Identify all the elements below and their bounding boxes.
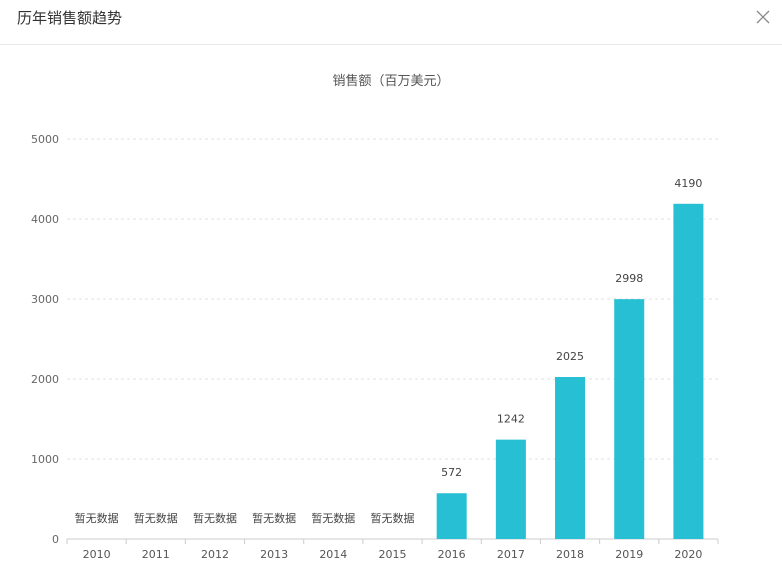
- no-data-label: 暂无数据: [193, 511, 237, 525]
- no-data-label: 暂无数据: [134, 511, 178, 525]
- close-button[interactable]: [752, 6, 774, 28]
- data-label: 4190: [674, 177, 702, 190]
- y-tick-label: 3000: [31, 293, 59, 306]
- bar[interactable]: [555, 377, 586, 539]
- data-label: 572: [441, 466, 462, 479]
- x-tick-label: 2017: [497, 548, 525, 561]
- data-label: 1242: [497, 413, 525, 426]
- x-tick-label: 2014: [319, 548, 347, 561]
- bar[interactable]: [614, 299, 645, 539]
- x-tick-label: 2016: [438, 548, 466, 561]
- no-data-label: 暂无数据: [311, 511, 355, 525]
- chart-area: 销售额（百万美元） 0 1000 2000 3000 4000 5000 2010 暂无数据 2…: [0, 45, 782, 577]
- x-tick-label: 2020: [674, 548, 702, 561]
- data-label: 2998: [615, 272, 643, 285]
- dialog-header: 历年销售额趋势: [0, 0, 782, 45]
- x-tick-label: 2012: [201, 548, 229, 561]
- sales-bar-chart: 销售额（百万美元） 0 1000 2000 3000 4000 5000 2010 暂无数据 2…: [31, 73, 719, 561]
- x-tick-label: 2018: [556, 548, 584, 561]
- dialog-title: 历年销售额趋势: [17, 9, 123, 27]
- no-data-label: 暂无数据: [75, 511, 119, 525]
- bar[interactable]: [495, 439, 526, 539]
- no-data-label: 暂无数据: [371, 511, 415, 525]
- x-tick-label: 2011: [142, 548, 170, 561]
- bar[interactable]: [436, 493, 467, 539]
- y-tick-label: 5000: [31, 133, 59, 146]
- x-tick-label: 2019: [615, 548, 643, 561]
- bar[interactable]: [673, 203, 704, 540]
- x-tick-label: 2015: [379, 548, 407, 561]
- no-data-label: 暂无数据: [252, 511, 296, 525]
- y-tick-label: 4000: [31, 213, 59, 226]
- x-tick-label: 2013: [260, 548, 288, 561]
- y-tick-label: 0: [52, 533, 59, 546]
- chart-title: 销售额（百万美元）: [332, 73, 449, 89]
- x-tick-label: 2010: [83, 548, 111, 561]
- close-icon: [756, 10, 770, 24]
- y-tick-label: 1000: [31, 453, 59, 466]
- data-label: 2025: [556, 350, 584, 363]
- y-tick-label: 2000: [31, 373, 59, 386]
